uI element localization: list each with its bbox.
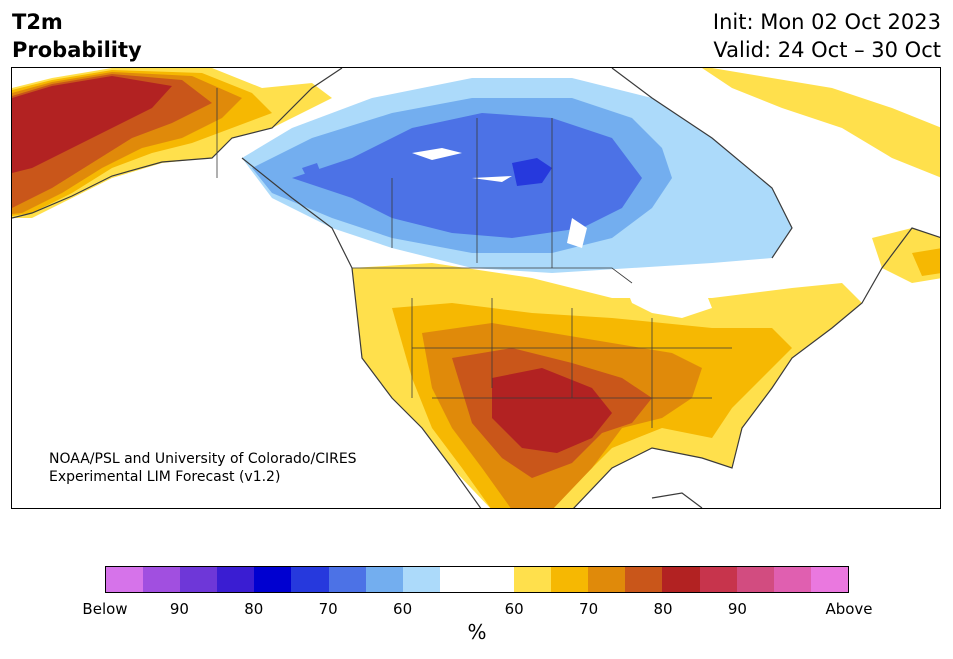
credit-text: NOAA/PSL and University of Colorado/CIRE…: [49, 450, 357, 486]
greenland-neutral-region: [712, 68, 940, 128]
colorbar-segment: [736, 567, 774, 592]
credit-line-2: Experimental LIM Forecast (v1.2): [49, 469, 281, 485]
colorbar-tick-label: 60: [504, 600, 524, 618]
colorbar-segment: [699, 567, 737, 592]
boundaries: [216, 88, 732, 428]
colorbar-segment: [773, 567, 811, 592]
colorbar-tick-label: 90: [727, 600, 747, 618]
coastlines: [12, 68, 940, 508]
map-title: T2m Probability: [12, 8, 142, 64]
forecast-dates: Init: Mon 02 Oct 2023 Valid: 24 Oct – 30…: [713, 8, 941, 64]
colorbar-segment: [810, 567, 848, 592]
colorbar-segment: [143, 567, 181, 592]
colorbar-segment: [476, 567, 515, 592]
colorbar-segment: [439, 567, 477, 592]
colorbar-segment: [625, 567, 663, 592]
colorbar-tick-label: 60: [393, 600, 413, 618]
colorbar-segment: [254, 567, 292, 592]
colorbar-segment: [328, 567, 366, 592]
colorbar: [105, 566, 849, 593]
alaska-warm-region: [12, 68, 332, 218]
canada-cold-region: [242, 78, 792, 273]
colorbar-segment: [662, 567, 700, 592]
us-warm-region: [352, 263, 862, 508]
great-lakes-neutral: [622, 273, 712, 318]
colorbar-segment: [514, 567, 552, 592]
colorbar-tick-label: 70: [579, 600, 599, 618]
colorbar-tick-label: 80: [244, 600, 264, 618]
product-label: Probability: [12, 38, 142, 62]
colorbar-tick-label: 90: [169, 600, 189, 618]
map-panel[interactable]: NOAA/PSL and University of Colorado/CIRE…: [11, 67, 941, 509]
colorbar-segment: [365, 567, 403, 592]
colorbar-tick-label: Below: [82, 600, 128, 618]
maritimes-warm-core: [912, 248, 940, 276]
colorbar-segment: [551, 567, 589, 592]
variable-label: T2m: [12, 10, 63, 34]
colorbar-segment: [588, 567, 626, 592]
valid-period: Valid: 24 Oct – 30 Oct: [713, 38, 941, 62]
colorbar-tick-label: Above: [825, 600, 873, 618]
credit-line-1: NOAA/PSL and University of Colorado/CIRE…: [49, 451, 357, 467]
colorbar-tick-label: 70: [318, 600, 338, 618]
colorbar-unit: %: [467, 620, 487, 644]
probability-map: [12, 68, 940, 508]
colorbar-segment: [180, 567, 218, 592]
colorbar-tick-label: 80: [653, 600, 673, 618]
colorbar-segment: [217, 567, 255, 592]
colorbar-segment: [291, 567, 329, 592]
colorbar-segment: [402, 567, 440, 592]
colorbar-segment: [106, 567, 144, 592]
init-date: Init: Mon 02 Oct 2023: [712, 10, 941, 34]
